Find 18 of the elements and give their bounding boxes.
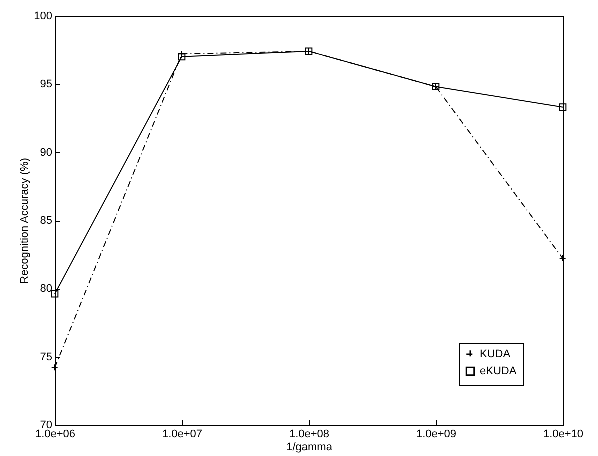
- y-axis-title: Recognition Accuracy (%): [19, 158, 32, 284]
- x-tick-label: 1.0e+06: [35, 428, 76, 440]
- y-tick-label: 80: [40, 283, 52, 296]
- y-tick-label: 90: [40, 146, 52, 159]
- x-tick-label: 1.0e+09: [416, 428, 457, 440]
- x-axis-title: 1/gamma: [286, 442, 334, 454]
- x-tick-label: 1.0e+10: [543, 428, 584, 440]
- legend-label: eKUDA: [480, 366, 518, 378]
- point: [178, 53, 186, 61]
- legend-label: KUDA: [480, 348, 512, 360]
- y-tick-label: 100: [34, 10, 52, 22]
- x-tick-label: 1.0e+08: [289, 428, 330, 440]
- y-tick-label: 95: [40, 78, 52, 91]
- y-tick-label: 75: [40, 351, 52, 364]
- point: [51, 290, 59, 298]
- point: [559, 104, 567, 112]
- y-tick-label: 85: [40, 215, 52, 227]
- x-tick-label: 1.0e+07: [162, 428, 203, 440]
